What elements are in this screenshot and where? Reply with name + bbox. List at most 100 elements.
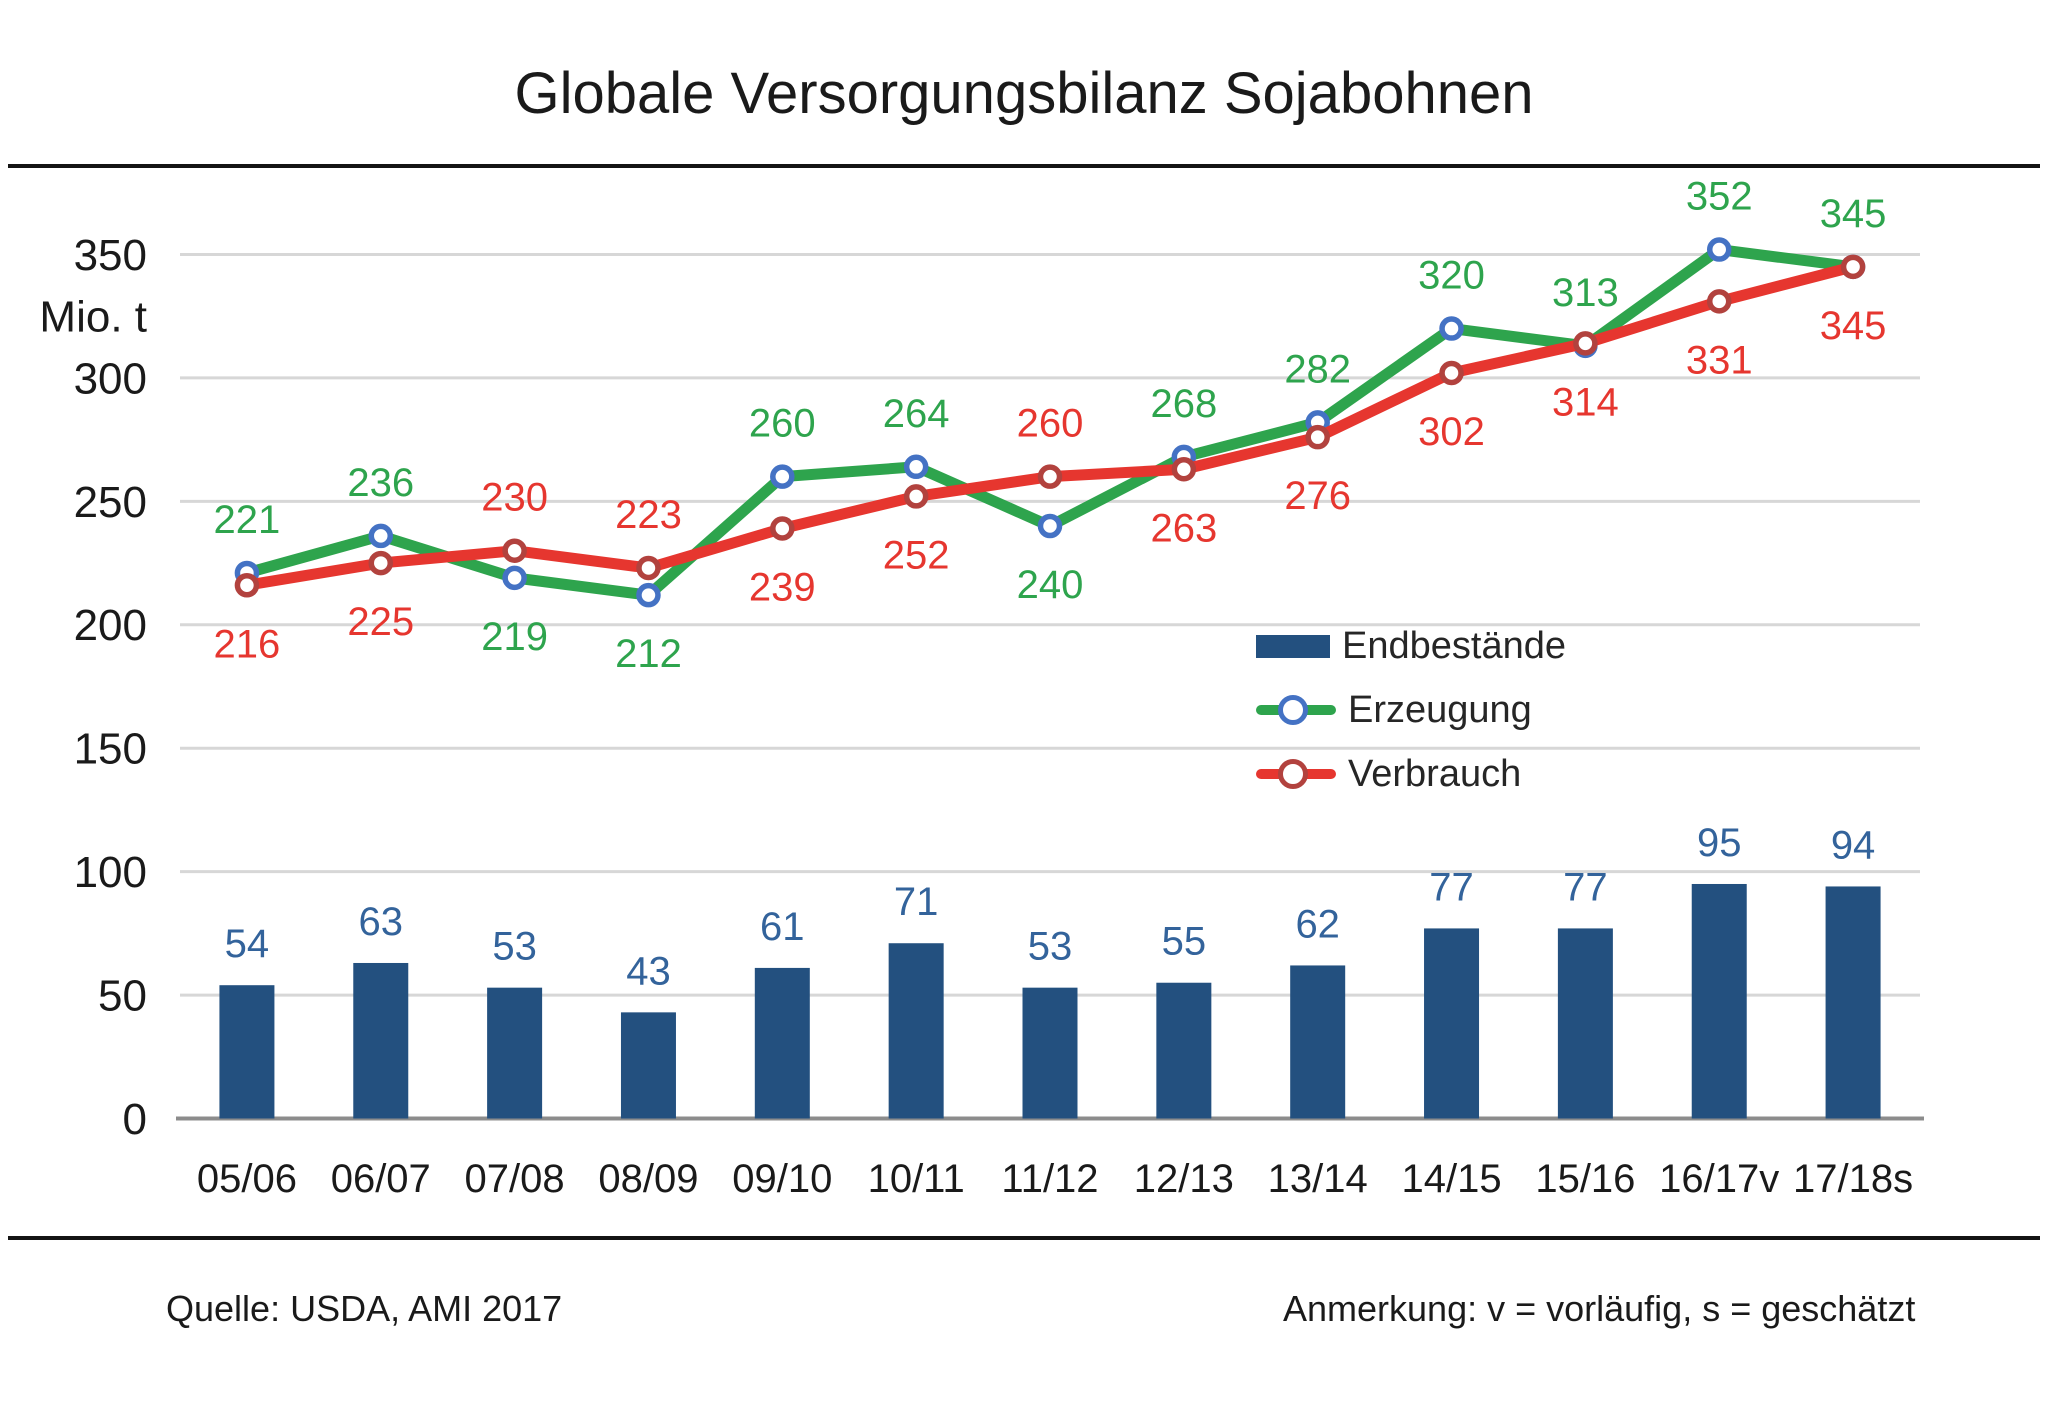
verbrauch-marker-06/07 — [368, 550, 394, 576]
erzeugung-marker-08/09 — [636, 582, 661, 608]
erzeugung-marker-09/10 — [770, 464, 795, 489]
erzeugung-value-label-15/16: 313 — [1552, 271, 1619, 315]
category-label-14/15: 14/15 — [1401, 1157, 1501, 1201]
bar-05/06 — [219, 985, 275, 1119]
category-label-12/13: 12/13 — [1134, 1157, 1234, 1201]
verbrauch-value-label-09/10: 239 — [749, 566, 816, 610]
category-label-07/08: 07/08 — [465, 1157, 565, 1201]
verbrauch-value-label-16/17v: 331 — [1686, 338, 1753, 382]
bar-value-label-09/10: 61 — [760, 905, 805, 949]
bar-value-label-16/17v: 95 — [1697, 821, 1742, 865]
bar-15/16 — [1557, 928, 1613, 1119]
bar-value-label-14/15: 77 — [1429, 865, 1474, 909]
bar-value-label-07/08: 53 — [492, 925, 537, 969]
bar-value-label-10/11: 71 — [894, 880, 939, 924]
source-note: Quelle: USDA, AMI 2017 — [166, 1288, 563, 1329]
verbrauch-marker-07/08 — [502, 538, 527, 563]
category-label-05/06: 05/06 — [197, 1157, 297, 1201]
verbrauch-value-label-13/14: 276 — [1284, 474, 1351, 518]
erzeugung-value-label-14/15: 320 — [1418, 254, 1485, 298]
verbrauch-marker-15/16 — [1573, 331, 1598, 356]
y-axis-tick-label-150: 150 — [74, 725, 147, 774]
verbrauch-value-label-11/12: 260 — [1017, 402, 1084, 446]
y-axis-tick-label-100: 100 — [74, 848, 147, 897]
legend-red-marker-ring — [1278, 759, 1308, 789]
category-label-11/12: 11/12 — [1001, 1157, 1098, 1201]
bar-16/17v — [1691, 883, 1747, 1119]
verbrauch-marker-09/10 — [770, 516, 795, 541]
erzeugung-value-label-09/10: 260 — [749, 402, 816, 446]
verbrauch-marker-16/17v — [1706, 289, 1732, 314]
bar-13/14 — [1290, 965, 1346, 1119]
verbrauch-marker-10/11 — [903, 484, 929, 509]
erzeugung-marker-10/11 — [903, 454, 929, 480]
y-axis-tick-label-250: 250 — [74, 478, 147, 527]
bar-09/10 — [754, 967, 810, 1119]
legend-line-marker-icon-red — [1256, 758, 1336, 790]
bar-08/09 — [620, 1012, 676, 1119]
erzeugung-marker-16/17v — [1706, 237, 1732, 262]
estimate-note: Anmerkung: v = vorläufig, s = geschätzt — [1283, 1288, 1916, 1329]
y-axis-tick-label-200: 200 — [74, 601, 147, 650]
verbrauch-marker-11/12 — [1037, 464, 1063, 489]
category-label-06/07: 06/07 — [331, 1157, 431, 1201]
verbrauch-value-label-12/13: 263 — [1150, 506, 1217, 550]
erzeugung-value-label-11/12: 240 — [1017, 563, 1084, 607]
bar-value-label-11/12: 53 — [1028, 925, 1073, 969]
erzeugung-value-label-05/06: 221 — [214, 498, 281, 542]
y-axis-tick-label-0: 0 — [123, 1095, 147, 1144]
bar-value-label-05/06: 54 — [225, 922, 270, 966]
erzeugung-value-label-06/07: 236 — [347, 461, 414, 505]
bar-value-label-12/13: 55 — [1162, 920, 1207, 964]
verbrauch-marker-13/14 — [1305, 424, 1330, 450]
legend-item-label: Erzeugung — [1348, 688, 1532, 731]
verbrauch-value-label-17/18s: 345 — [1820, 304, 1887, 348]
bar-11/12 — [1022, 987, 1078, 1119]
verbrauch-marker-08/09 — [636, 555, 661, 581]
category-label-09/10: 09/10 — [732, 1157, 832, 1201]
category-label-15/16: 15/16 — [1535, 1157, 1635, 1201]
verbrauch-value-label-07/08: 230 — [481, 476, 548, 520]
legend-item-verbrauch: Verbrauch — [1256, 742, 1566, 806]
category-label-10/11: 10/11 — [868, 1157, 965, 1201]
legend: Endbestände Erzeugung Verbrauch — [1256, 614, 1566, 806]
erzeugung-value-label-13/14: 282 — [1284, 347, 1351, 391]
bar-value-label-06/07: 63 — [359, 900, 404, 944]
category-label-16/17v: 16/17v — [1659, 1157, 1779, 1201]
legend-item-endbestaende: Endbestände — [1256, 614, 1566, 678]
legend-line-marker-icon-green — [1256, 694, 1336, 726]
chart-title: Globale Versorgungsbilanz Sojabohnen — [514, 61, 1534, 126]
verbrauch-marker-14/15 — [1439, 360, 1464, 386]
erzeugung-marker-11/12 — [1037, 513, 1063, 539]
verbrauch-marker-17/18s — [1840, 254, 1866, 280]
verbrauch-marker-05/06 — [234, 573, 260, 598]
bar-10/11 — [888, 943, 944, 1119]
erzeugung-value-label-16/17v: 352 — [1686, 175, 1753, 219]
legend-item-erzeugung: Erzeugung — [1256, 678, 1566, 742]
verbrauch-value-label-06/07: 225 — [347, 600, 414, 644]
erzeugung-value-label-12/13: 268 — [1150, 382, 1217, 426]
bar-value-label-17/18s: 94 — [1831, 823, 1876, 867]
bar-17/18s — [1825, 886, 1881, 1119]
y-axis-tick-label-350: 350 — [74, 231, 147, 280]
erzeugung-marker-06/07 — [368, 523, 394, 549]
bar-14/15 — [1424, 928, 1480, 1119]
verbrauch-value-label-10/11: 252 — [883, 533, 950, 577]
bar-value-label-08/09: 43 — [626, 949, 671, 993]
legend-green-marker-ring — [1278, 695, 1308, 725]
y-axis-tick-label-50: 50 — [98, 971, 147, 1020]
erzeugung-value-label-17/18s: 345 — [1820, 192, 1887, 236]
legend-item-label: Endbestände — [1342, 624, 1566, 667]
verbrauch-value-label-14/15: 302 — [1418, 410, 1485, 454]
legend-bar-swatch — [1256, 634, 1330, 658]
category-label-08/09: 08/09 — [598, 1157, 698, 1201]
verbrauch-value-label-15/16: 314 — [1552, 380, 1619, 424]
erzeugung-value-label-10/11: 264 — [883, 392, 950, 436]
y-axis-tick-label-300: 300 — [74, 354, 147, 403]
category-label-13/14: 13/14 — [1268, 1157, 1368, 1201]
erzeugung-value-label-08/09: 212 — [615, 632, 682, 676]
erzeugung-marker-07/08 — [502, 565, 527, 591]
verbrauch-value-label-08/09: 223 — [615, 493, 682, 537]
